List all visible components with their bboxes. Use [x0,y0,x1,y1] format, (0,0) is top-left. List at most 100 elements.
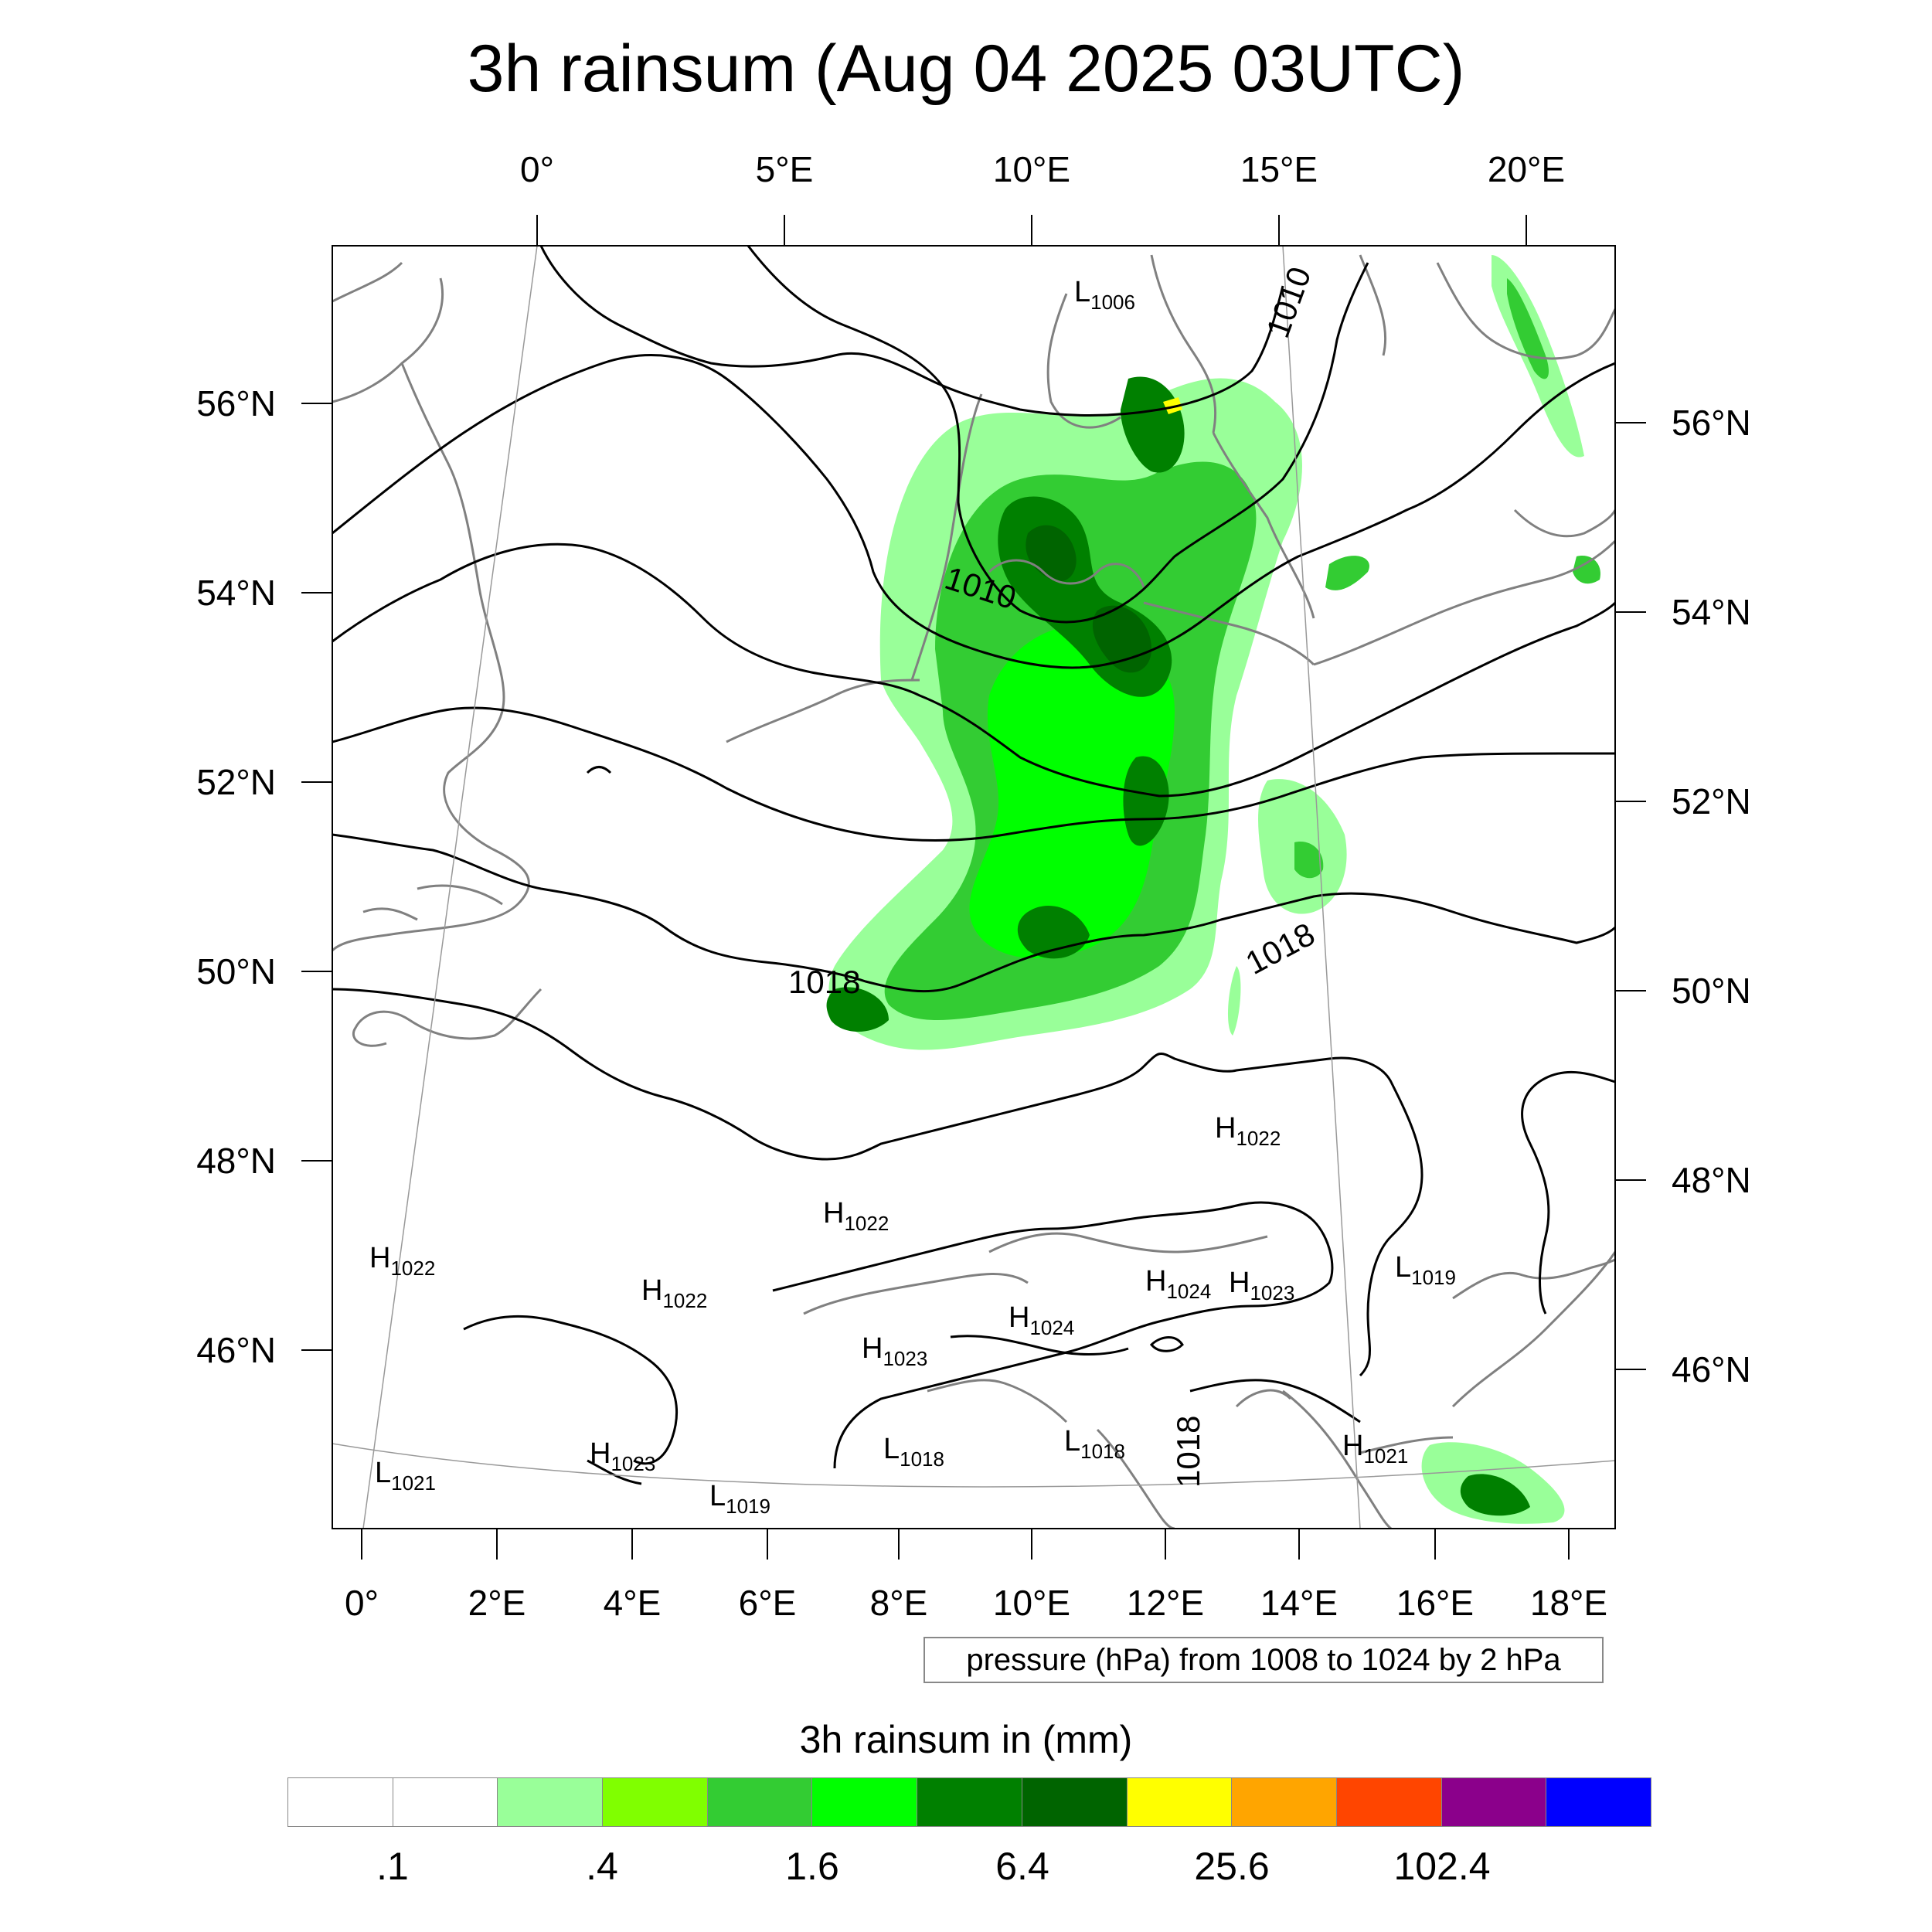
isobar-line [1521,1070,1615,1315]
rain-area-dark [1460,1474,1530,1516]
colorbar-label: 102.4 [1393,1845,1491,1888]
colorbar-cell [1336,1778,1442,1826]
colorbar-cell [917,1778,1022,1826]
isobar-line [332,543,1615,798]
bottom-lon-label: 2°E [468,1583,526,1623]
pressure-center-label: H1023 [862,1332,927,1370]
isobar-line [332,833,1615,993]
parallel-45n [332,1443,1615,1488]
colorbar-cell [1022,1778,1128,1826]
coastlines [332,254,1615,1529]
bottom-lon-label: 8°E [870,1583,928,1623]
left-lat-label: 54°N [196,573,276,613]
colorbar-label: 1.6 [785,1845,839,1888]
rain-area-extreme [1163,397,1182,414]
left-lat-label: 48°N [196,1141,276,1181]
rain-area-mid [1325,556,1369,590]
bottom-lon-label: 16°E [1396,1583,1474,1623]
pressure-center-label: H1021 [1342,1430,1408,1468]
top-lon-label: 10°E [993,149,1070,189]
rain-area-bright [969,624,1175,958]
contour-label: 1018 [788,964,860,1000]
colorbar-cell [393,1778,498,1826]
rain-area-dark [826,987,889,1032]
pressure-legend: pressure (hPa) from 1008 to 1024 by 2 hP… [923,1637,1604,1683]
top-lon-label: 5°E [756,149,814,189]
pressure-center-label: L1018 [1064,1425,1125,1463]
colorbar-cell [1546,1778,1651,1826]
colorbar-cell [603,1778,708,1826]
rain-area-mid [1507,278,1549,379]
left-lat-label: 50°N [196,951,276,992]
bottom-lon-label: 12°E [1127,1583,1204,1623]
top-lon-label: 20°E [1488,149,1565,189]
pressure-center-label: H1022 [369,1242,435,1280]
isobar-line [1189,1379,1361,1423]
bottom-lon-label: 18°E [1530,1583,1607,1623]
isobar-line [332,706,1615,842]
left-lat-label: 46°N [196,1330,276,1370]
colorbar [287,1777,1651,1827]
rain-field [826,255,1600,1524]
colorbar-cell [707,1778,813,1826]
map-frame [332,245,1616,1529]
rain-area-mid [1573,556,1600,584]
colorbar-cell [1232,1778,1337,1826]
meridian-15e [1282,246,1361,1529]
pressure-center-label: L1019 [709,1480,770,1518]
pressure-center-label: H1022 [823,1197,889,1235]
map-title: 3h rainsum (Aug 04 2025 03UTC) [467,32,1465,106]
isobars [332,246,1615,1485]
colorbar-label: .4 [586,1845,618,1888]
colorbar-cell [498,1778,604,1826]
top-lon-labels: 0° 5°E 10°E 15°E 20°E [520,149,1565,189]
bottom-lon-label: 0° [345,1583,379,1623]
colorbar-cell [288,1778,393,1826]
graticule [332,246,1615,1529]
pressure-center-label: H1022 [1215,1112,1281,1150]
right-lat-label: 46°N [1672,1349,1751,1389]
isobar-line [772,1201,1334,1469]
pressure-center-label: H1023 [1229,1267,1294,1304]
bottom-lon-label: 10°E [993,1583,1070,1623]
isobar-line [463,1315,679,1485]
colorbar-cell [1127,1778,1233,1826]
bottom-lon-labels: 0° 2°E 4°E 6°E 8°E 10°E 12°E 14°E 16°E 1… [345,1583,1607,1623]
left-lat-labels: 56°N 54°N 52°N 50°N 48°N 46°N [196,383,276,1370]
meridian-0 [362,246,538,1529]
right-lat-label: 48°N [1672,1160,1751,1200]
map-interior: 1010 1010 1018 1018 1018 L1006 H1022 H10… [332,246,1615,1529]
rain-area-mid [1294,842,1324,879]
isobar-line [332,988,1423,1377]
top-lon-label: 15°E [1240,149,1318,189]
right-lat-axis [1615,422,1646,1370]
colorbar-cell [1441,1778,1547,1826]
isobar-line [332,354,1615,669]
left-lat-axis [301,403,332,1351]
pressure-center-label: L1021 [375,1457,436,1495]
left-lat-label: 52°N [196,762,276,802]
pressure-center-label: H1024 [1145,1265,1211,1303]
pressure-center-label: L1019 [1395,1251,1456,1289]
pressure-center-label: L1006 [1074,276,1135,314]
isobar-line [539,246,1284,417]
colorbar-label: .1 [376,1845,409,1888]
left-lat-label: 56°N [196,383,276,423]
colorbar-title: 3h rainsum in (mm) [799,1718,1133,1761]
bottom-lon-label: 4°E [604,1583,662,1623]
right-lat-label: 50°N [1672,971,1751,1011]
right-lat-label: 52°N [1672,781,1751,821]
bottom-lon-label: 6°E [739,1583,797,1623]
pressure-center-label: H1022 [641,1274,707,1312]
bottom-lon-label: 14°E [1260,1583,1338,1623]
bottom-lon-axis [361,1529,1570,1560]
isobar-line [1149,1336,1184,1352]
top-lon-label: 0° [520,149,554,189]
rain-area-light [1227,966,1241,1036]
top-lon-axis [536,215,1527,246]
pressure-center-label: H1023 [590,1437,655,1475]
colorbar-cell [812,1778,918,1826]
isobar-line [586,766,612,774]
colorbar-label: 25.6 [1194,1845,1270,1888]
